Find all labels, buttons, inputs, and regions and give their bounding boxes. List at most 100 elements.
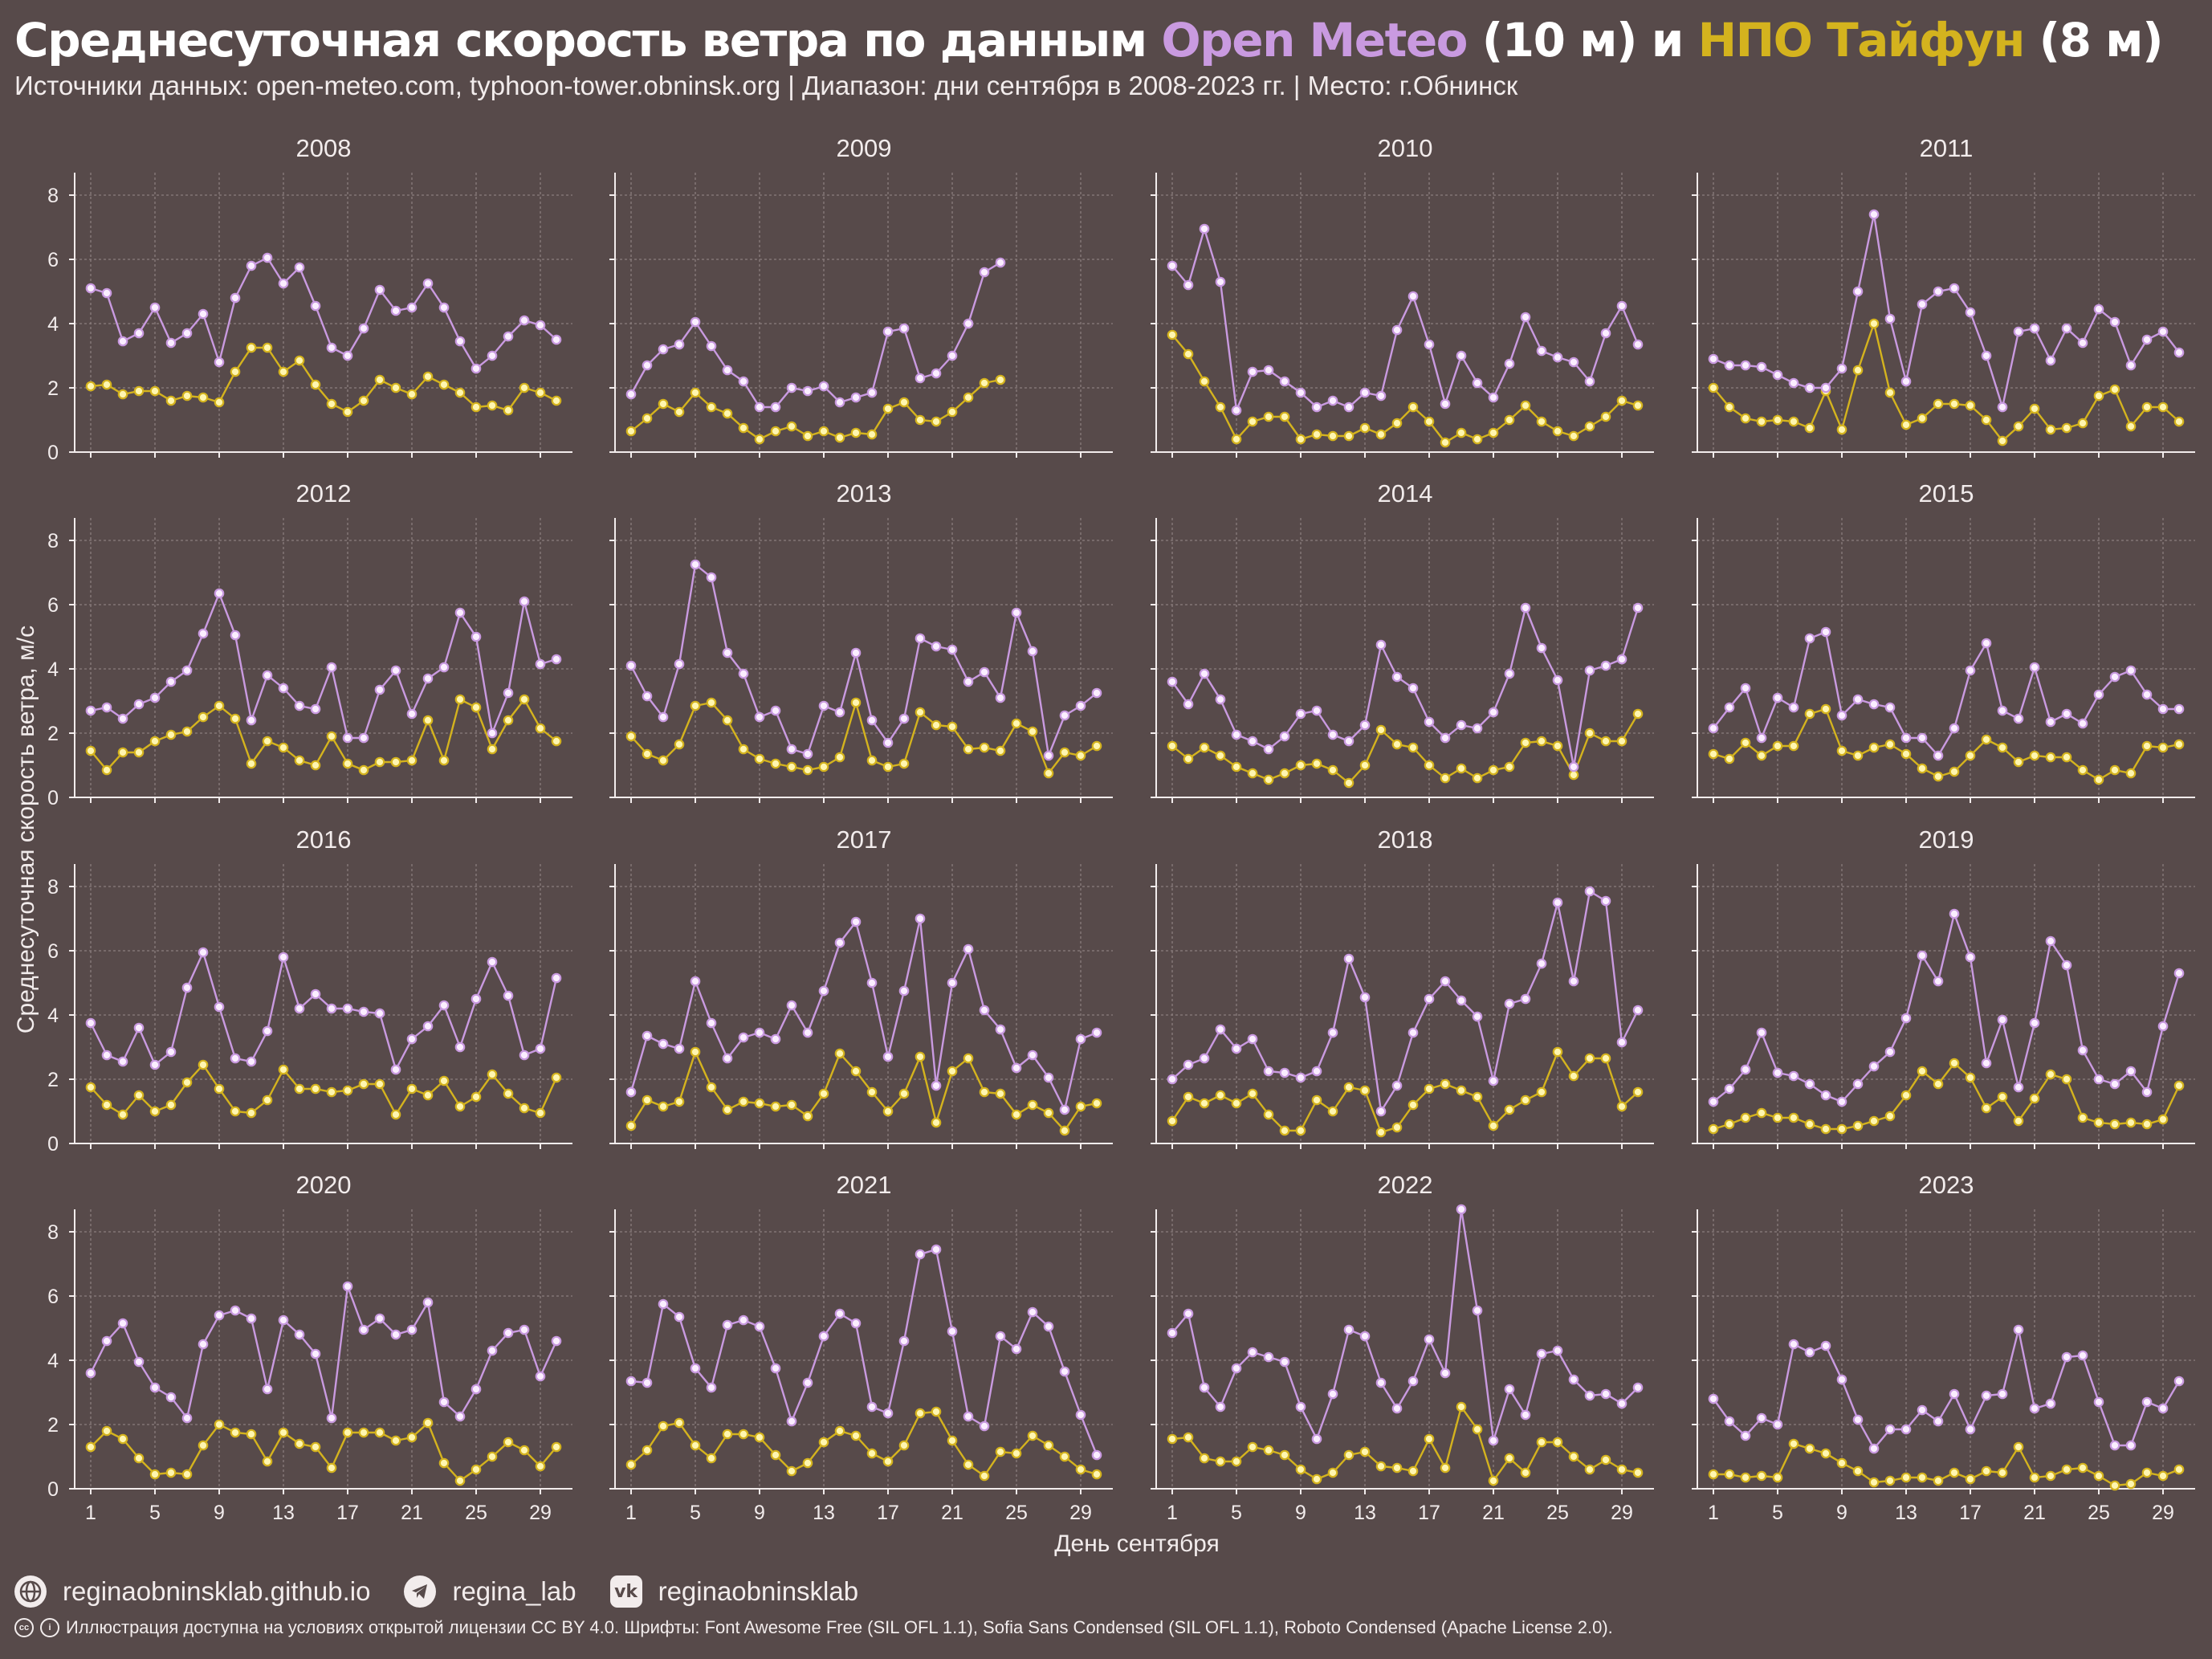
data-point-typhoon	[1215, 1456, 1226, 1467]
data-point-open-meteo	[2061, 1351, 2072, 1363]
data-point-typhoon	[487, 400, 498, 411]
data-point-typhoon	[358, 764, 369, 776]
data-point-typhoon	[979, 742, 990, 753]
data-point-typhoon	[101, 764, 112, 776]
data-point-typhoon	[1600, 411, 1611, 422]
data-point-open-meteo	[658, 711, 669, 723]
data-point-open-meteo	[786, 382, 797, 393]
data-point-open-meteo	[1836, 710, 1847, 721]
data-point-typhoon	[165, 395, 177, 406]
data-point-typhoon	[1327, 430, 1338, 442]
data-point-open-meteo	[1456, 350, 1467, 361]
panel-title-2014: 2014	[1378, 479, 1433, 507]
data-point-typhoon	[770, 1101, 781, 1112]
data-point-open-meteo	[2093, 1074, 2104, 1085]
data-point-open-meteo	[1472, 1305, 1483, 1316]
data-point-open-meteo	[738, 376, 749, 387]
data-point-typhoon	[1375, 1127, 1387, 1138]
data-point-open-meteo	[658, 1038, 669, 1050]
data-point-open-meteo	[706, 1382, 717, 1393]
data-point-open-meteo	[1407, 683, 1419, 694]
data-point-typhoon	[1027, 726, 1038, 737]
data-point-open-meteo	[625, 1086, 637, 1098]
data-point-open-meteo	[963, 676, 974, 687]
data-point-typhoon	[1884, 387, 1896, 398]
data-point-typhoon	[1917, 1066, 1928, 1077]
data-point-open-meteo	[262, 1025, 273, 1037]
data-point-open-meteo	[2173, 347, 2185, 358]
data-point-typhoon	[1231, 1098, 1242, 1109]
data-point-typhoon	[294, 1083, 305, 1094]
x-tick-label: 21	[1482, 1502, 1505, 1524]
data-point-typhoon	[1043, 1440, 1054, 1451]
data-point-typhoon	[262, 1094, 273, 1106]
data-point-typhoon	[1075, 1464, 1086, 1475]
data-point-typhoon	[358, 1078, 369, 1090]
data-point-open-meteo	[898, 985, 910, 997]
data-point-typhoon	[642, 413, 653, 424]
data-point-open-meteo	[674, 1311, 685, 1323]
data-point-typhoon	[1311, 758, 1322, 769]
data-point-open-meteo	[1295, 1072, 1306, 1083]
website-link[interactable]: reginaobninsklab.github.io	[14, 1575, 370, 1608]
data-point-typhoon	[834, 432, 845, 443]
data-point-typhoon	[1231, 434, 1242, 445]
data-point-typhoon	[1584, 1464, 1595, 1475]
data-point-typhoon	[1552, 1437, 1563, 1448]
y-tick-label: 0	[47, 1478, 59, 1501]
data-point-open-meteo	[503, 990, 514, 1001]
data-point-typhoon	[1391, 418, 1403, 429]
data-point-typhoon	[1852, 1465, 1864, 1477]
data-point-typhoon	[1091, 1469, 1102, 1480]
data-point-open-meteo	[406, 302, 418, 313]
data-point-typhoon	[722, 1104, 733, 1115]
data-point-typhoon	[1708, 748, 1719, 760]
data-point-typhoon	[834, 1048, 845, 1059]
data-point-open-meteo	[1504, 358, 1515, 369]
data-point-typhoon	[1215, 402, 1226, 413]
data-point-open-meteo	[133, 1022, 145, 1033]
data-point-open-meteo	[1472, 723, 1483, 734]
data-point-open-meteo	[1488, 1435, 1499, 1446]
data-point-open-meteo	[1520, 993, 1531, 1005]
data-point-typhoon	[454, 1475, 466, 1486]
data-point-typhoon	[1424, 1083, 1435, 1094]
data-point-typhoon	[2109, 764, 2120, 776]
data-point-typhoon	[1456, 1085, 1467, 1096]
data-point-open-meteo	[214, 1310, 225, 1321]
data-point-open-meteo	[754, 711, 765, 723]
data-point-open-meteo	[1247, 1347, 1258, 1358]
x-tick-label: 5	[690, 1502, 701, 1524]
data-point-typhoon	[198, 1440, 209, 1451]
data-point-typhoon	[658, 1421, 669, 1432]
series-line-open-meteo-2009	[629, 261, 1001, 409]
data-point-typhoon	[786, 1099, 797, 1111]
data-point-open-meteo	[1520, 1409, 1531, 1421]
series-line-typhoon-2010	[1171, 334, 1639, 444]
data-point-typhoon	[198, 711, 209, 723]
data-point-typhoon	[214, 700, 225, 711]
data-point-typhoon	[519, 694, 530, 705]
data-point-typhoon	[1708, 382, 1719, 393]
footer-links: reginaobninsklab.github.io regina_lab vk…	[14, 1575, 1613, 1608]
data-point-typhoon	[1756, 1470, 1767, 1482]
data-point-open-meteo	[690, 1363, 701, 1374]
data-point-typhoon	[1884, 1475, 1896, 1486]
data-point-typhoon	[850, 1430, 862, 1441]
y-tick-label: 8	[47, 1221, 59, 1244]
telegram-link[interactable]: regina_lab	[404, 1575, 576, 1608]
data-point-typhoon	[438, 379, 450, 390]
data-point-open-meteo	[1199, 1382, 1210, 1393]
data-point-typhoon	[1740, 1112, 1751, 1123]
x-tick-label: 29	[2152, 1502, 2174, 1524]
data-point-typhoon	[294, 355, 305, 366]
data-point-typhoon	[310, 1083, 321, 1094]
data-point-typhoon	[2029, 1093, 2040, 1104]
vk-link-label: reginaobninsklab	[658, 1576, 859, 1606]
data-point-open-meteo	[1756, 732, 1767, 744]
data-point-typhoon	[674, 1417, 685, 1429]
data-point-typhoon	[802, 430, 813, 442]
vk-link[interactable]: vk reginaobninsklab	[609, 1575, 859, 1608]
data-point-open-meteo	[1917, 1404, 1928, 1416]
data-point-open-meteo	[674, 1043, 685, 1054]
